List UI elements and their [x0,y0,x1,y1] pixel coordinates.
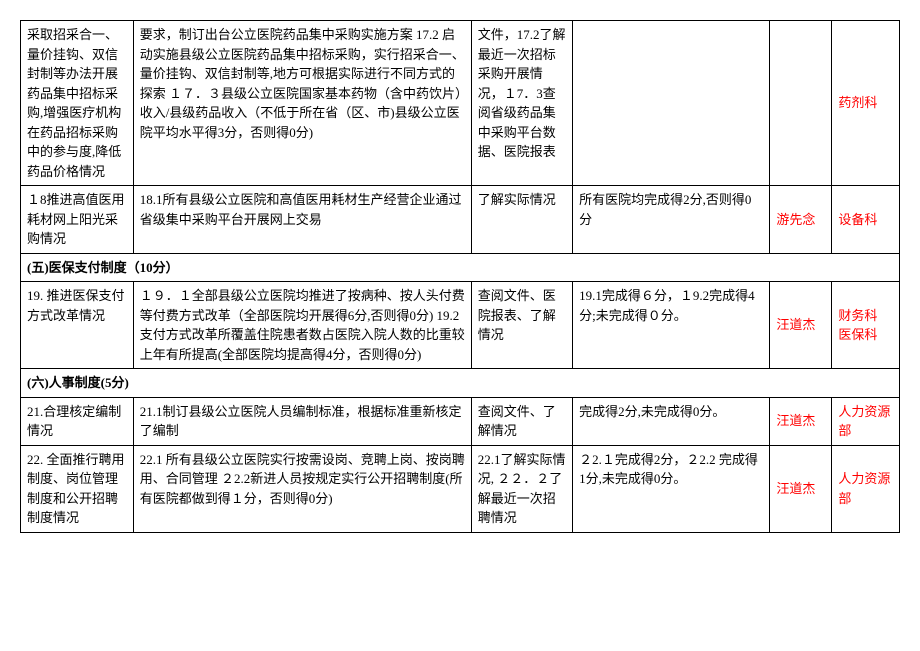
cell-person: 汪道杰 [770,282,832,369]
cell-item: 19. 推进医保支付方式改革情况 [21,282,134,369]
cell-dept: 药剂科 [832,21,900,186]
table-row: １8推进高值医用耗材网上阳光采购情况 18.1所有县级公立医院和高值医用耗材生产… [21,186,900,254]
cell-method: 查阅文件、了解情况 [471,397,572,445]
table-row: 采取招采合一、量价挂钩、双信封制等办法开展药品集中招标采购,增强医疗机构在药品招… [21,21,900,186]
cell-method: 查阅文件、医院报表、了解情况 [471,282,572,369]
cell-method: 22.1了解实际情况, ２２．２了解最近一次招聘情况 [471,445,572,532]
cell-method: 了解实际情况 [471,186,572,254]
cell-score: 所有医院均完成得2分,否则得0分 [573,186,770,254]
cell-item: 采取招采合一、量价挂钩、双信封制等办法开展药品集中招标采购,增强医疗机构在药品招… [21,21,134,186]
cell-person [770,21,832,186]
table-row: 22. 全面推行聘用制度、岗位管理制度和公开招聘制度情况 22.1 所有县级公立… [21,445,900,532]
evaluation-table: 采取招采合一、量价挂钩、双信封制等办法开展药品集中招标采购,增强医疗机构在药品招… [20,20,900,533]
cell-person: 汪道杰 [770,445,832,532]
section-header: (五)医保支付制度（10分） [21,253,900,282]
cell-dept: 人力资源部 [832,445,900,532]
cell-person: 汪道杰 [770,397,832,445]
cell-item: １8推进高值医用耗材网上阳光采购情况 [21,186,134,254]
cell-score [573,21,770,186]
cell-dept: 人力资源部 [832,397,900,445]
cell-item: 21.合理核定编制情况 [21,397,134,445]
cell-person: 游先念 [770,186,832,254]
cell-method: 文件，17.2了解最近一次招标采购开展情况，１7．3查阅省级药品集中采购平台数据… [471,21,572,186]
table-row: 21.合理核定编制情况 21.1制订县级公立医院人员编制标准，根据标准重新核定了… [21,397,900,445]
cell-score: 19.1完成得６分，１9.2完成得4分;未完成得０分。 [573,282,770,369]
cell-criteria: １９．１全部县级公立医院均推进了按病种、按人头付费等付费方式改革（全部医院均开展… [133,282,471,369]
cell-score: 完成得2分,未完成得0分。 [573,397,770,445]
cell-criteria: 22.1 所有县级公立医院实行按需设岗、竞聘上岗、按岗聘用、合同管理 ２2.2新… [133,445,471,532]
table-row: 19. 推进医保支付方式改革情况 １９．１全部县级公立医院均推进了按病种、按人头… [21,282,900,369]
cell-dept: 财务科 医保科 [832,282,900,369]
cell-criteria: 要求，制订出台公立医院药品集中采购实施方案 17.2 启动实施县级公立医院药品集… [133,21,471,186]
section-header-row: (五)医保支付制度（10分） [21,253,900,282]
cell-criteria: 21.1制订县级公立医院人员编制标准，根据标准重新核定了编制 [133,397,471,445]
cell-dept: 设备科 [832,186,900,254]
cell-item: 22. 全面推行聘用制度、岗位管理制度和公开招聘制度情况 [21,445,134,532]
cell-score: ２2.１完成得2分，２2.2 完成得1分,未完成得0分。 [573,445,770,532]
cell-criteria: 18.1所有县级公立医院和高值医用耗材生产经营企业通过省级集中采购平台开展网上交… [133,186,471,254]
section-header-row: (六)人事制度(5分) [21,369,900,398]
section-header: (六)人事制度(5分) [21,369,900,398]
